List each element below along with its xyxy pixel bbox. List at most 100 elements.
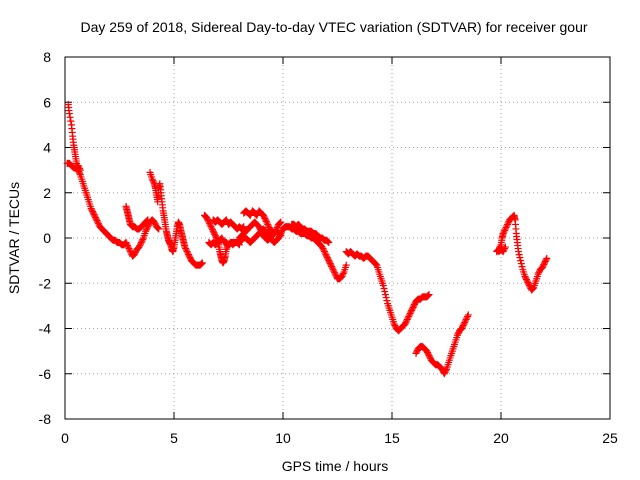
data-point — [517, 257, 525, 265]
data-point — [208, 224, 216, 232]
data-point — [522, 274, 530, 282]
data-point — [235, 241, 243, 249]
data-point — [504, 220, 512, 228]
data-point — [259, 211, 267, 219]
data-point — [131, 248, 139, 256]
data-point — [327, 261, 335, 269]
data-point — [262, 217, 270, 225]
data-point — [502, 223, 510, 231]
data-point — [528, 285, 536, 293]
data-point — [461, 317, 469, 325]
data-point — [500, 246, 508, 254]
data-point — [151, 220, 159, 228]
data-point — [91, 212, 99, 220]
data-point — [540, 260, 548, 268]
data-point — [324, 255, 332, 263]
data-point — [222, 245, 230, 253]
data-point — [425, 291, 433, 299]
data-point — [210, 229, 218, 237]
data-point — [516, 254, 524, 262]
data-point — [222, 216, 230, 224]
data-point — [406, 309, 414, 317]
data-point — [185, 252, 193, 260]
data-point — [331, 269, 339, 277]
data-point — [126, 246, 134, 254]
y-tick-label: 2 — [43, 185, 51, 201]
data-point — [411, 300, 419, 308]
y-axis-label: SDTVAR / TECUs — [6, 182, 22, 294]
data-point — [408, 305, 416, 313]
data-point — [239, 223, 247, 231]
data-point — [324, 238, 332, 246]
data-point — [123, 242, 131, 250]
data-point — [154, 224, 162, 232]
data-point — [209, 226, 217, 234]
x-axis-label: GPS time / hours — [282, 458, 389, 474]
data-point — [525, 280, 533, 288]
data-point — [503, 222, 511, 230]
data-point — [323, 252, 331, 260]
data-point — [331, 270, 339, 278]
data-point — [203, 214, 211, 222]
data-point — [153, 223, 161, 231]
data-point — [535, 269, 543, 277]
data-point — [124, 243, 132, 251]
data-point — [339, 269, 347, 277]
chart-title: Day 259 of 2018, Sidereal Day-to-day VTE… — [80, 19, 587, 35]
data-point — [277, 218, 285, 226]
data-point — [138, 237, 146, 245]
data-point — [390, 320, 398, 328]
data-point — [207, 223, 215, 231]
data-point — [391, 321, 399, 329]
data-point — [260, 213, 268, 221]
data-point — [413, 348, 421, 356]
data-point — [135, 243, 143, 251]
y-tick-label: 0 — [43, 230, 51, 246]
data-point — [534, 270, 542, 278]
data-point — [90, 211, 98, 219]
data-point — [514, 248, 522, 256]
data-point — [206, 221, 214, 229]
data-point — [464, 311, 472, 319]
data-point — [523, 277, 531, 285]
data-point — [143, 224, 151, 232]
x-tick-label: 20 — [493, 430, 509, 446]
data-point — [372, 260, 380, 268]
data-point — [277, 232, 285, 240]
data-point — [541, 257, 549, 265]
data-point — [522, 275, 530, 283]
x-tick-labels: 0 5 10 15 20 25 — [61, 430, 618, 446]
data-point — [504, 219, 512, 227]
data-point — [150, 218, 158, 226]
data-point — [424, 292, 432, 300]
data-point — [92, 214, 100, 222]
data-point — [66, 113, 74, 121]
data-point — [212, 233, 220, 241]
data-point — [325, 257, 333, 265]
y-tick-label: -2 — [39, 275, 52, 291]
y-tick-label: -4 — [39, 321, 52, 337]
data-point — [328, 264, 336, 272]
data-point — [383, 297, 391, 305]
data-point — [76, 165, 84, 173]
data-point — [137, 239, 145, 247]
data-point — [256, 226, 264, 234]
data-point — [183, 248, 191, 256]
data-point — [441, 368, 449, 376]
data-point — [338, 272, 346, 280]
data-point — [206, 220, 214, 228]
data-point — [501, 245, 509, 253]
data-point — [515, 251, 523, 259]
data-point — [182, 246, 190, 254]
data-point — [262, 216, 270, 224]
data-point — [464, 312, 472, 320]
data-point — [125, 245, 133, 253]
data-point — [211, 232, 219, 240]
data-point — [255, 223, 263, 231]
data-point — [339, 271, 347, 279]
data-point — [181, 243, 189, 251]
data-point — [272, 225, 280, 233]
data-point — [424, 349, 432, 357]
y-tick-labels: -8 -6 -4 -2 0 2 4 6 8 — [39, 49, 52, 427]
